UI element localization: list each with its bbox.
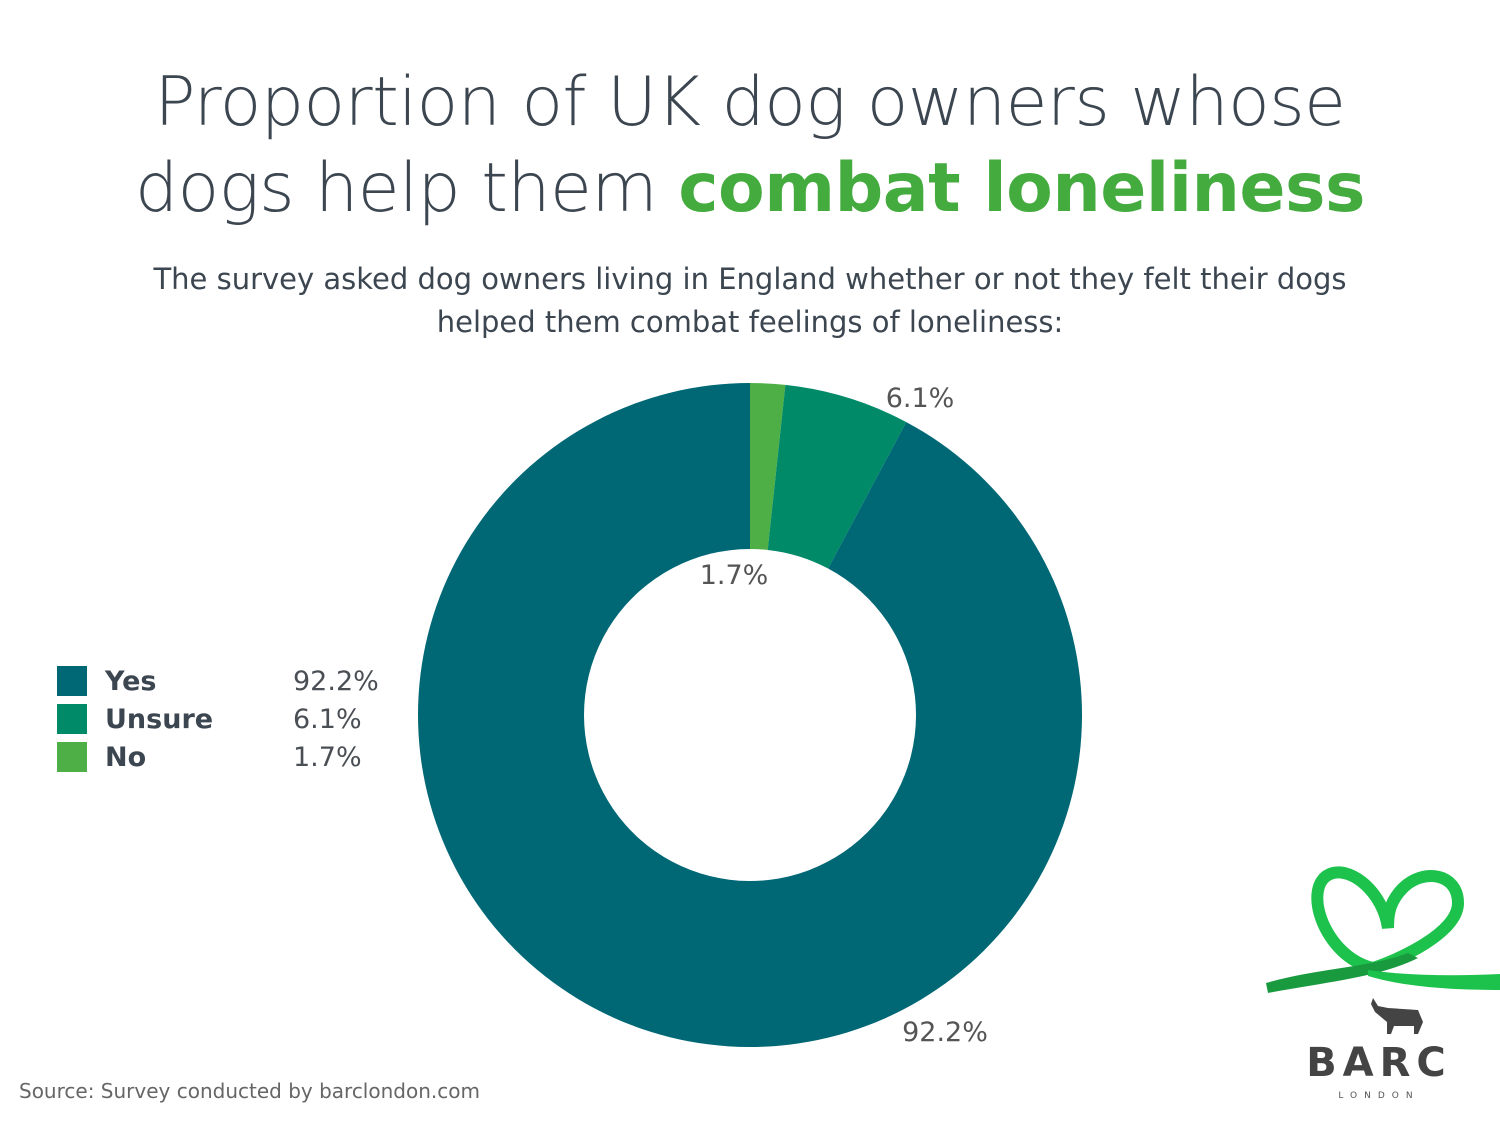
legend-value: 6.1%	[293, 703, 362, 735]
legend-value: 92.2%	[293, 665, 379, 697]
legend-swatch-yes	[57, 666, 87, 696]
logo-subtext: LONDON	[1338, 1091, 1419, 1101]
legend-item-no: No 1.7%	[57, 738, 379, 776]
title-line-1: Proportion of UK dog owners whose	[154, 63, 1346, 142]
donut-segment-yes	[418, 383, 1082, 1048]
chart-title: Proportion of UK dog owners whose dogs h…	[0, 60, 1500, 232]
legend-label: No	[105, 741, 147, 773]
title-line-2-plain: dogs help them	[135, 149, 679, 228]
data-label-no: 1.7%	[700, 560, 769, 591]
donut-segment-no	[750, 383, 786, 550]
legend: Yes 92.2% Unsure 6.1% No 1.7%	[57, 662, 379, 776]
legend-label: Yes	[105, 665, 157, 697]
source-note: Source: Survey conducted by barclondon.c…	[19, 1079, 480, 1103]
data-label-yes: 92.2%	[902, 1017, 988, 1048]
legend-label: Unsure	[105, 703, 214, 735]
barc-london-logo: BARC LONDON	[1266, 866, 1500, 1101]
legend-swatch-unsure	[57, 704, 87, 734]
legend-item-yes: Yes 92.2%	[57, 662, 379, 700]
ribbon-heart-icon	[1311, 866, 1465, 975]
data-label-unsure: 6.1%	[886, 383, 955, 414]
donut-segment-unsure	[767, 384, 907, 569]
legend-value: 1.7%	[293, 741, 362, 773]
title-line-2: dogs help them combat loneliness	[0, 146, 1500, 232]
title-highlight: combat loneliness	[678, 149, 1365, 228]
logo-wordmark: BARC	[1306, 1040, 1452, 1086]
dog-silhouette-icon	[1371, 998, 1423, 1034]
legend-swatch-no	[57, 742, 87, 772]
legend-item-unsure: Unsure 6.1%	[57, 700, 379, 738]
chart-subtitle: The survey asked dog owners living in En…	[153, 262, 1347, 339]
